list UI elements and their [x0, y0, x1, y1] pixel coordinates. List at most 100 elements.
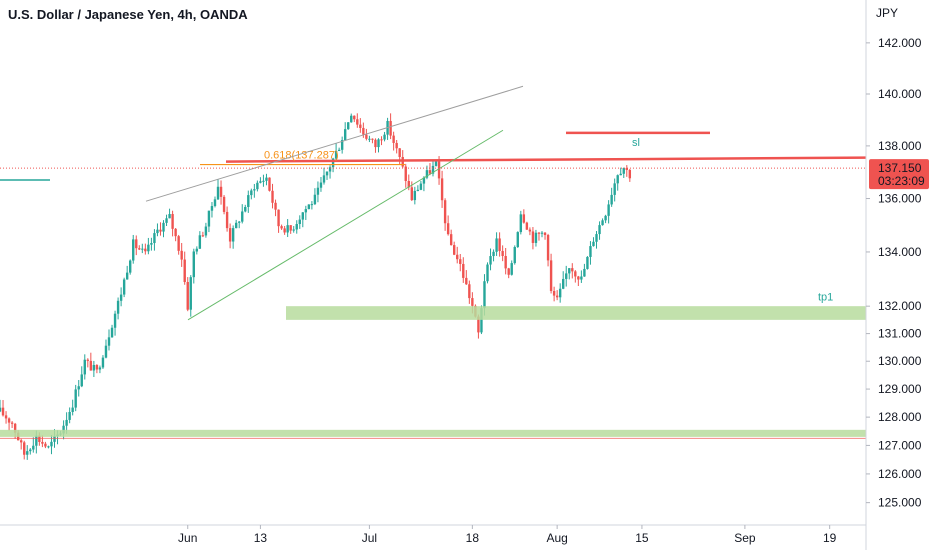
- candle[interactable]: [537, 231, 541, 241]
- candle[interactable]: [595, 231, 598, 249]
- candle[interactable]: [583, 263, 586, 277]
- candle[interactable]: [589, 241, 592, 265]
- candle[interactable]: [74, 384, 77, 412]
- candle[interactable]: [401, 150, 404, 168]
- candle[interactable]: [386, 117, 389, 140]
- candle[interactable]: [283, 225, 286, 235]
- candle[interactable]: [319, 176, 323, 192]
- candle[interactable]: [198, 231, 202, 250]
- candle[interactable]: [116, 297, 120, 320]
- candle[interactable]: [374, 138, 377, 153]
- candle[interactable]: [325, 171, 329, 180]
- candle[interactable]: [253, 183, 256, 198]
- candle[interactable]: [301, 212, 304, 228]
- candle[interactable]: [619, 167, 622, 176]
- candle[interactable]: [183, 251, 186, 285]
- candle[interactable]: [322, 167, 326, 185]
- candle[interactable]: [598, 221, 601, 240]
- candle[interactable]: [289, 225, 292, 234]
- candle[interactable]: [628, 168, 632, 182]
- candle[interactable]: [171, 210, 174, 237]
- candle[interactable]: [231, 225, 235, 249]
- candle[interactable]: [328, 165, 332, 179]
- candle[interactable]: [107, 329, 111, 351]
- candle[interactable]: [456, 246, 459, 264]
- candle[interactable]: [604, 214, 607, 224]
- candle[interactable]: [495, 232, 498, 256]
- candle[interactable]: [195, 246, 199, 255]
- candle[interactable]: [340, 136, 344, 154]
- candle[interactable]: [413, 186, 417, 205]
- candle[interactable]: [531, 227, 535, 250]
- candle[interactable]: [489, 248, 492, 271]
- candle[interactable]: [201, 231, 205, 238]
- candle[interactable]: [244, 204, 247, 213]
- candle[interactable]: [162, 220, 165, 238]
- candle[interactable]: [371, 138, 374, 144]
- resistance-line[interactable]: [225, 156, 867, 163]
- candle[interactable]: [219, 180, 223, 205]
- candle[interactable]: [186, 277, 189, 312]
- candle[interactable]: [286, 219, 289, 238]
- candle[interactable]: [259, 177, 262, 184]
- candle[interactable]: [316, 181, 320, 203]
- candle[interactable]: [419, 180, 423, 191]
- candle[interactable]: [507, 267, 510, 279]
- candle[interactable]: [89, 352, 93, 371]
- candle[interactable]: [10, 421, 14, 429]
- candle[interactable]: [86, 358, 90, 368]
- candle[interactable]: [298, 215, 301, 229]
- candle[interactable]: [353, 115, 356, 123]
- candle[interactable]: [510, 260, 513, 276]
- candle[interactable]: [601, 218, 604, 226]
- candle[interactable]: [368, 135, 371, 143]
- drawing-annotations[interactable]: tp1 0.618(137.287) sl: [0, 85, 867, 439]
- candle[interactable]: [156, 223, 159, 237]
- candle[interactable]: [462, 257, 465, 283]
- candle[interactable]: [210, 202, 214, 218]
- candle[interactable]: [265, 173, 268, 186]
- candle[interactable]: [383, 131, 386, 142]
- candle[interactable]: [192, 248, 195, 284]
- tp1-zone[interactable]: [286, 306, 866, 320]
- candle[interactable]: [26, 445, 29, 460]
- candle[interactable]: [295, 220, 298, 234]
- candle[interactable]: [271, 183, 274, 209]
- candle[interactable]: [501, 245, 504, 262]
- candle[interactable]: [174, 228, 177, 242]
- candle[interactable]: [207, 210, 211, 233]
- candle[interactable]: [110, 324, 114, 338]
- candle[interactable]: [562, 271, 565, 290]
- candle[interactable]: [425, 165, 429, 180]
- candle[interactable]: [238, 220, 241, 229]
- candle[interactable]: [395, 139, 398, 154]
- candle[interactable]: [125, 265, 129, 280]
- candle[interactable]: [277, 209, 280, 233]
- candle[interactable]: [404, 163, 407, 188]
- candle[interactable]: [204, 222, 208, 238]
- candle[interactable]: [0, 399, 2, 413]
- candle[interactable]: [407, 174, 410, 191]
- candle[interactable]: [486, 262, 489, 284]
- candle[interactable]: [625, 165, 628, 177]
- candle[interactable]: [141, 243, 144, 254]
- candle[interactable]: [32, 437, 35, 453]
- candle[interactable]: [607, 200, 610, 224]
- candle[interactable]: [250, 188, 253, 200]
- candle[interactable]: [347, 122, 350, 130]
- candle[interactable]: [434, 161, 438, 167]
- candle[interactable]: [613, 178, 616, 202]
- candle[interactable]: [241, 204, 244, 224]
- candle[interactable]: [549, 253, 553, 294]
- candle[interactable]: [558, 283, 562, 303]
- candle[interactable]: [568, 268, 571, 280]
- candle[interactable]: [516, 231, 519, 248]
- candle[interactable]: [525, 221, 529, 230]
- candle[interactable]: [446, 215, 450, 236]
- candle[interactable]: [71, 399, 74, 416]
- candle[interactable]: [189, 275, 192, 317]
- candle[interactable]: [228, 223, 232, 249]
- candle[interactable]: [574, 270, 577, 283]
- candle[interactable]: [519, 210, 523, 235]
